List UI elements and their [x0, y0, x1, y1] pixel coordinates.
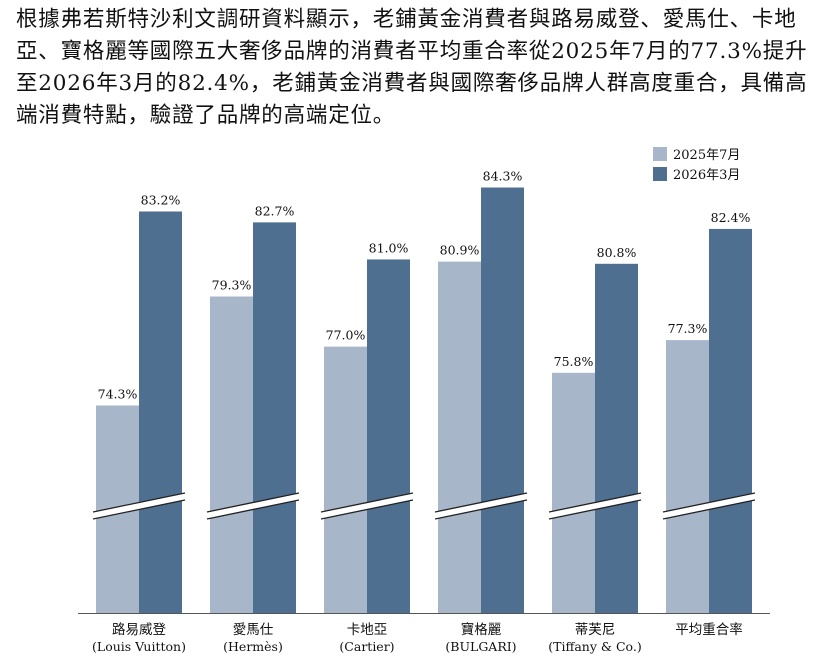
data-label-jul-2025-3: 80.9%	[440, 243, 480, 258]
axis-break-line-3-1	[434, 499, 528, 520]
data-label-mar-2026-3: 84.3%	[483, 169, 523, 184]
axis-break-gap-2	[321, 493, 413, 519]
bar-mar-2026-3	[481, 187, 524, 613]
axis-break-gap-4	[549, 493, 641, 519]
category-sublabel-4: (Tiffany & Co.)	[548, 639, 641, 654]
axis-break-gap-1	[207, 493, 299, 519]
category-label-0: 路易威登	[112, 622, 166, 638]
data-label-jul-2025-2: 77.0%	[326, 328, 366, 343]
data-label-mar-2026-1: 82.7%	[255, 203, 295, 218]
axis-break-gap-0	[93, 493, 185, 519]
category-label-4: 蒂芙尼	[575, 621, 616, 638]
data-label-mar-2026-4: 80.8%	[597, 245, 637, 260]
axis-break-line-5-0	[662, 492, 756, 513]
axis-break-gap-5	[663, 493, 755, 519]
category-label-1: 愛馬仕	[233, 622, 274, 638]
category-sublabel-1: (Hermès)	[223, 639, 283, 654]
data-label-mar-2026-2: 81.0%	[369, 240, 409, 255]
category-sublabel-3: (BULGARI)	[445, 639, 516, 654]
axis-break-line-4-1	[548, 499, 642, 520]
legend-label-1: 2026年3月	[673, 168, 740, 183]
bar-jul-2025-3	[438, 261, 481, 613]
axis-break-line-0-0	[92, 492, 186, 513]
bar-jul-2025-2	[324, 346, 367, 613]
bar-mar-2026-2	[367, 259, 410, 613]
data-label-mar-2026-5: 82.4%	[711, 210, 751, 225]
bar-mar-2026-1	[253, 222, 296, 613]
axis-break-line-0-1	[92, 499, 186, 520]
category-sublabel-2: (Cartier)	[339, 639, 394, 654]
category-label-3: 寶格麗	[461, 622, 502, 638]
bar-jul-2025-1	[210, 296, 253, 613]
axis-break-gap-3	[435, 493, 527, 519]
data-label-jul-2025-1: 79.3%	[212, 278, 252, 293]
category-label-2: 卡地亞	[347, 622, 388, 638]
axis-break-line-1-0	[206, 492, 300, 513]
data-label-jul-2025-4: 75.8%	[554, 354, 594, 369]
legend-swatch-0	[653, 147, 667, 161]
data-label-jul-2025-5: 77.3%	[668, 321, 708, 336]
category-label-5: 平均重合率	[675, 621, 743, 638]
axis-break-line-5-1	[662, 499, 756, 520]
axis-break-line-3-0	[434, 492, 528, 513]
category-sublabel-0: (Louis Vuitton)	[92, 639, 186, 654]
data-label-mar-2026-0: 83.2%	[141, 192, 181, 207]
bar-mar-2026-5	[709, 228, 752, 614]
data-label-jul-2025-0: 74.3%	[98, 387, 138, 402]
axis-break-line-2-0	[320, 492, 414, 513]
axis-break-line-4-0	[548, 492, 642, 513]
overlap-rate-bar-chart: 74.3% 83.2% 路易威登(Louis Vuitton) 79.3% 82.7% 愛…	[78, 147, 770, 654]
bar-jul-2025-5	[666, 340, 709, 613]
bar-jul-2025-4	[552, 372, 595, 613]
axis-break-line-1-1	[206, 499, 300, 520]
legend-label-0: 2025年7月	[673, 148, 740, 163]
bar-mar-2026-0	[139, 211, 182, 613]
intro-paragraph: 根據弗若斯特沙利文調研資料顯示，老鋪黃金消費者與路易威登、愛馬仕、卡地亞、寶格麗…	[16, 7, 808, 128]
axis-break-line-2-1	[320, 499, 414, 520]
bar-mar-2026-4	[595, 263, 638, 613]
legend-swatch-1	[653, 167, 667, 181]
